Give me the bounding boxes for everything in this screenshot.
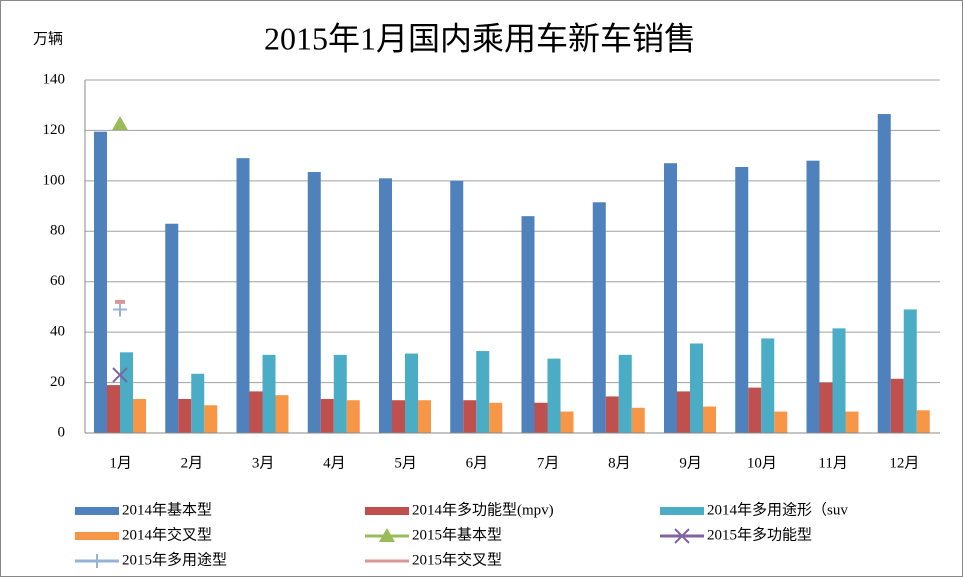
x-tick-label: 5月: [394, 455, 417, 471]
x-tick-label: 2月: [181, 455, 204, 471]
bar: [392, 400, 405, 433]
bar: [165, 223, 179, 433]
legend-swatch: [365, 507, 409, 515]
bar: [845, 411, 859, 433]
bar: [489, 402, 503, 433]
y-tick-label: 140: [43, 71, 66, 87]
bar: [133, 398, 146, 433]
x-tick-label: 11月: [818, 455, 847, 471]
bar: [735, 166, 749, 433]
bar: [890, 378, 904, 433]
legend-swatch: [75, 507, 119, 515]
bar: [346, 400, 360, 433]
legend-label: 2014年多用途形（suv: [707, 501, 848, 518]
bar: [761, 338, 775, 433]
bar: [275, 395, 289, 433]
y-axis-label: 万辆: [33, 30, 63, 47]
legend-label: 2014年基本型: [122, 501, 212, 518]
bar: [534, 402, 548, 433]
marker: [379, 528, 395, 542]
bar: [236, 158, 250, 433]
legend-label: 2015年基本型: [412, 526, 502, 543]
bar: [560, 411, 574, 433]
marker: [113, 302, 127, 317]
x-tick-label: 6月: [466, 455, 489, 471]
x-tick-label: 7月: [537, 455, 560, 471]
bar: [703, 406, 716, 433]
bar: [463, 400, 477, 433]
marker: [674, 528, 690, 544]
bar: [379, 178, 392, 433]
bar: [631, 407, 645, 433]
chart-title: 2015年1月国内乘用车新车销售: [264, 20, 696, 56]
bar: [819, 382, 833, 433]
legend-label: 2015年交叉型: [412, 550, 502, 568]
x-tick-label: 12月: [889, 455, 919, 471]
y-tick-label: 0: [58, 424, 66, 440]
bar: [547, 358, 561, 433]
legend-label: 2014年多功能型(mpv): [412, 501, 554, 518]
bar: [618, 354, 632, 433]
bar: [748, 387, 762, 433]
y-tick-label: 80: [50, 223, 65, 239]
bar: [664, 163, 677, 433]
bar: [690, 343, 703, 433]
bar: [592, 202, 606, 433]
marker: [112, 367, 128, 383]
bar: [262, 354, 276, 433]
marker: [112, 116, 128, 131]
bar: [450, 180, 464, 433]
bar: [903, 309, 917, 433]
legend-label: 2015年多用途型: [122, 551, 227, 568]
y-tick-label: 100: [43, 172, 66, 188]
legend-swatch: [75, 532, 119, 540]
x-tick-label: 8月: [608, 455, 631, 471]
bar: [204, 405, 218, 433]
bar: [405, 353, 418, 433]
bar: [120, 352, 133, 433]
bar: [677, 391, 690, 433]
x-tick-label: 9月: [679, 455, 702, 471]
bar: [877, 114, 891, 434]
bar: [249, 391, 263, 433]
bar: [476, 351, 490, 433]
y-tick-label: 60: [50, 273, 65, 289]
bar: [605, 396, 619, 433]
marker: [90, 554, 104, 568]
bar: [521, 216, 535, 433]
bar: [333, 354, 347, 433]
y-tick-label: 120: [43, 122, 66, 138]
bar: [178, 398, 192, 433]
bar: [191, 373, 205, 433]
bar: [94, 131, 107, 434]
x-tick-label: 1月: [109, 455, 132, 471]
y-tick-label: 20: [50, 374, 65, 390]
x-tick-label: 10月: [747, 455, 777, 471]
y-tick-label: 40: [50, 324, 65, 340]
bar: [107, 385, 120, 433]
bar: [916, 410, 930, 433]
bar: [806, 160, 820, 433]
legend-label: 2015年多功能型: [707, 526, 812, 543]
bar: [307, 172, 321, 433]
bar: [418, 400, 431, 433]
bar: [832, 328, 846, 433]
bar: [774, 411, 788, 433]
x-tick-label: 4月: [323, 455, 346, 471]
bar: [320, 398, 334, 433]
x-tick-label: 3月: [252, 455, 275, 471]
legend-label: 2014年交叉型: [122, 525, 212, 543]
legend-swatch: [660, 507, 704, 515]
